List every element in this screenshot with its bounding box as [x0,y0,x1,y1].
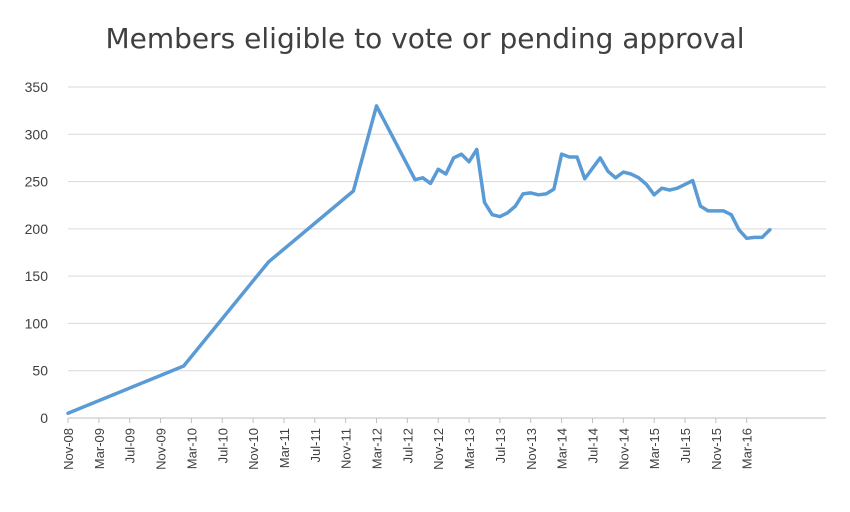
data-point [467,160,471,164]
data-point [182,364,186,368]
data-point [575,155,579,159]
data-point [436,167,440,171]
data-point [521,192,525,196]
data-point [745,236,749,240]
y-tick-label: 250 [25,174,49,190]
x-tick-label: Jul-09 [123,428,138,463]
data-point [637,176,641,180]
data-point [768,228,772,232]
y-tick-label: 100 [25,315,49,331]
y-tick-label: 300 [25,126,49,142]
x-axis-ticks: Nov-08 Mar-09 Jul-09 Nov-09 Mar-10 Jul-10 Nov-… [61,418,755,470]
data-points [66,104,772,415]
data-point [614,176,618,180]
x-tick-label: Mar-09 [92,428,107,469]
y-tick-label: 0 [40,410,48,426]
x-tick-label: Mar-10 [184,428,199,469]
y-tick-label: 350 [25,79,49,95]
data-point [66,411,70,415]
data-point [698,204,702,208]
data-point [722,209,726,213]
data-point [544,192,548,196]
data-point [760,235,764,239]
x-tick-label: Nov-09 [154,428,169,470]
data-point [606,169,610,173]
data-point [529,191,533,195]
data-point [691,179,695,183]
data-point [706,209,710,213]
data-point [413,178,417,182]
data-point [729,213,733,217]
data-point [652,193,656,197]
x-tick-label: Jul-11 [308,428,323,462]
x-tick-label: Jul-10 [215,428,230,463]
chart-title: Members eligible to vote or pending appr… [105,22,745,55]
x-tick-label: Mar-14 [555,428,570,469]
x-tick-label: Mar-12 [370,428,385,469]
x-tick-label: Nov-10 [246,428,261,470]
data-point [444,172,448,176]
data-point [737,228,741,232]
x-tick-label: Jul-13 [493,428,508,463]
data-point [590,166,594,170]
x-tick-label: Nov-13 [524,428,539,470]
data-point [475,147,479,151]
data-point [629,172,633,176]
data-point [660,186,664,190]
data-point [583,177,587,181]
data-point [490,213,494,217]
data-point [567,155,571,159]
data-point [267,260,271,264]
data-point [459,152,463,156]
data-point [536,193,540,197]
y-tick-label: 200 [25,221,49,237]
x-tick-label: Nov-11 [339,428,354,469]
data-point [498,215,502,219]
x-tick-label: Mar-13 [462,428,477,469]
x-tick-label: Jul-12 [400,428,415,463]
data-point [683,182,687,186]
data-point [513,204,517,208]
data-point [621,170,625,174]
series-line [66,104,772,416]
x-tick-label: Jul-14 [585,428,600,463]
x-tick-label: Nov-12 [431,428,446,470]
data-point [752,235,756,239]
x-tick-label: Nov-14 [616,428,631,470]
data-point [421,176,425,180]
data-point [552,187,556,191]
data-point [668,188,672,192]
data-point [351,189,355,193]
data-point [644,182,648,186]
data-point [375,104,378,108]
y-axis-ticks: 0 50 100 150 200 250 300 350 [25,79,49,426]
data-point [506,211,510,215]
data-point [598,156,602,160]
data-point [714,209,718,213]
x-tick-label: Nov-15 [709,428,724,470]
x-tick-label: Mar-15 [647,428,662,469]
x-tick-label: Jul-15 [678,428,693,463]
data-point [560,152,564,156]
y-tick-label: 50 [32,363,48,379]
gridlines [68,86,826,419]
y-tick-label: 150 [25,268,49,284]
data-point [428,181,432,185]
data-point [675,186,679,190]
x-tick-label: Mar-16 [740,428,755,469]
x-tick-label: Nov-08 [61,428,76,470]
x-tick-label: Mar-11 [277,428,292,468]
data-point [452,156,456,160]
data-point [482,200,486,204]
